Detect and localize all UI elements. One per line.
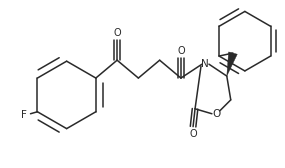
Polygon shape: [227, 52, 237, 76]
Text: O: O: [213, 109, 221, 119]
Text: N: N: [201, 59, 209, 69]
Text: O: O: [113, 28, 121, 38]
Text: O: O: [177, 46, 185, 56]
Text: F: F: [21, 110, 27, 120]
Text: O: O: [189, 129, 197, 139]
